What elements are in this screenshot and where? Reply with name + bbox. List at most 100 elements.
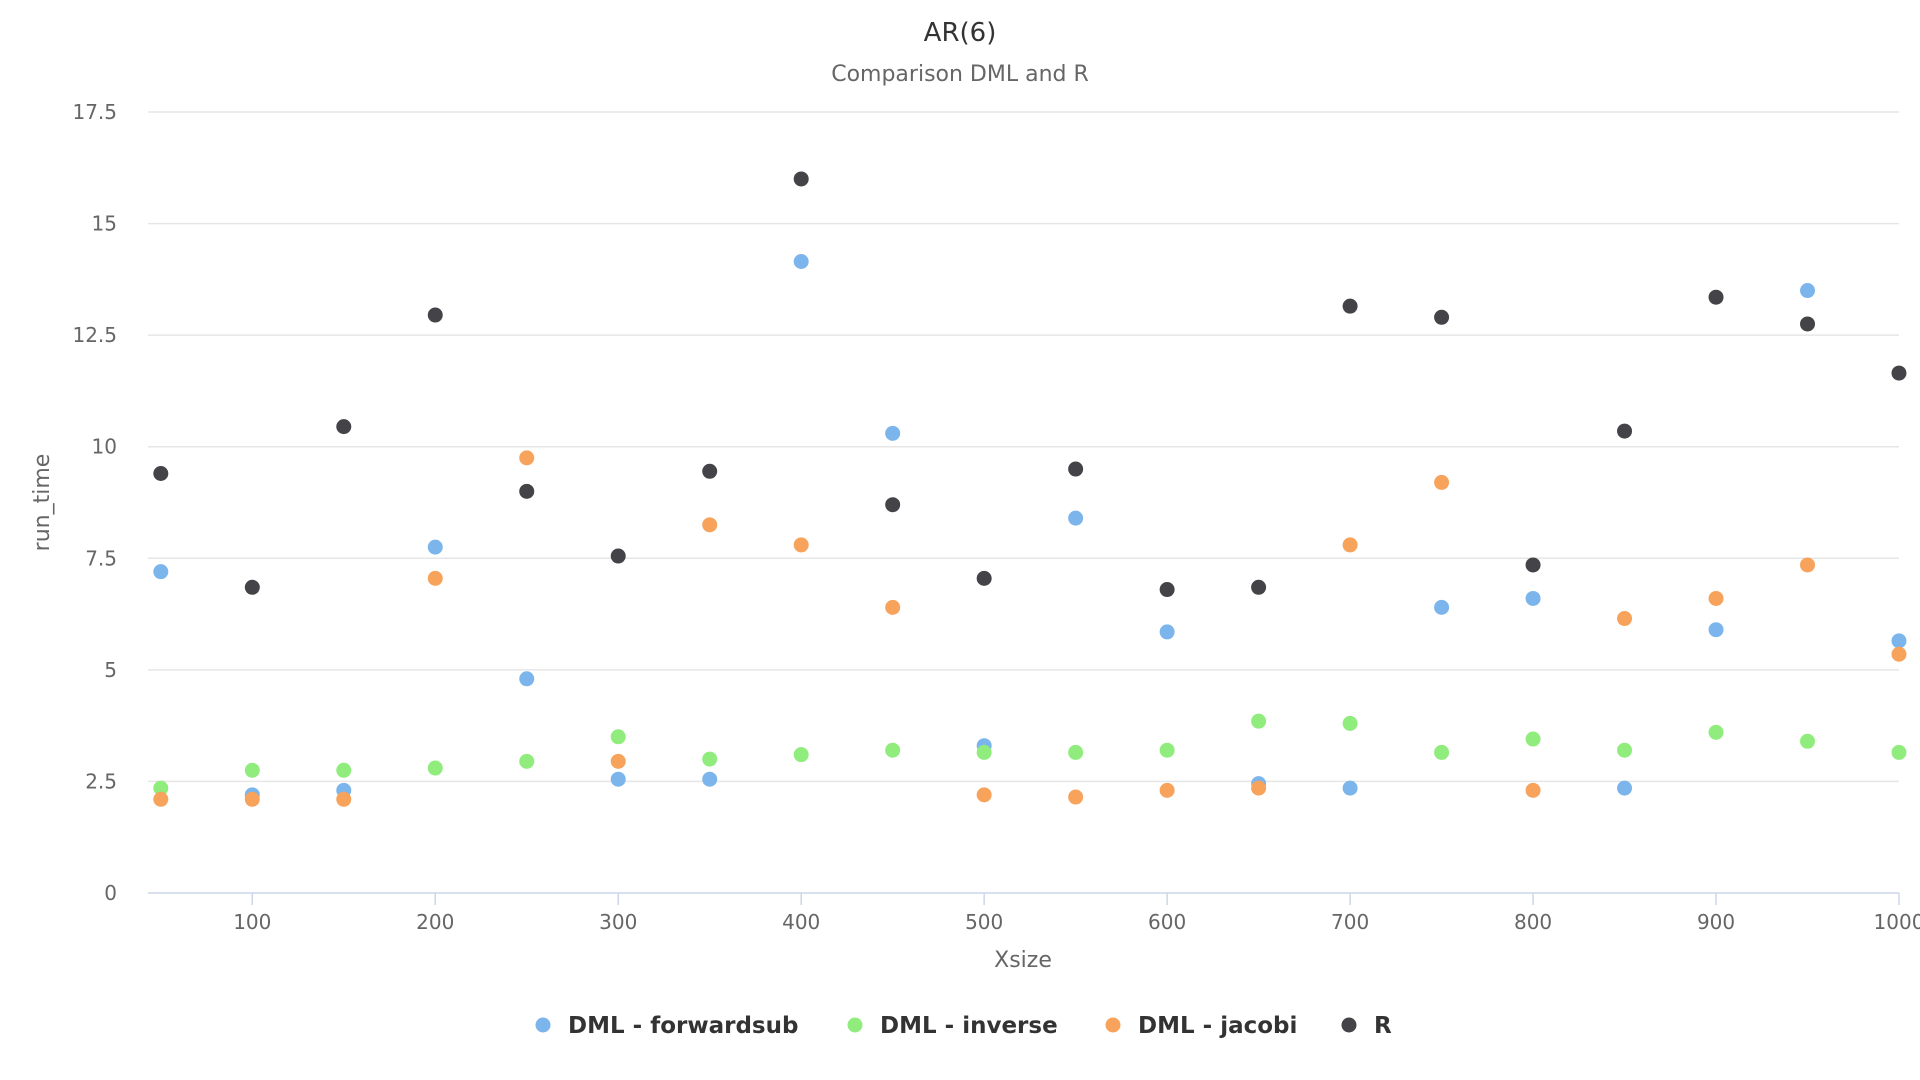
data-point[interactable]	[1251, 579, 1267, 595]
data-point[interactable]	[1525, 590, 1541, 606]
data-point[interactable]	[153, 791, 169, 807]
data-point[interactable]	[1800, 283, 1816, 299]
data-point[interactable]	[519, 671, 535, 687]
data-point[interactable]	[519, 450, 535, 466]
data-point[interactable]	[1251, 780, 1267, 796]
legend-item[interactable]: R	[1341, 1013, 1393, 1039]
data-point[interactable]	[1434, 599, 1450, 615]
data-point[interactable]	[885, 599, 901, 615]
data-point[interactable]	[519, 753, 535, 769]
data-point[interactable]	[1342, 780, 1358, 796]
data-point[interactable]	[1891, 365, 1907, 381]
data-point[interactable]	[885, 742, 901, 758]
data-point[interactable]	[1068, 789, 1084, 805]
data-point[interactable]	[976, 744, 992, 760]
gridlines	[148, 111, 1899, 783]
data-point[interactable]	[244, 762, 260, 778]
y-tick-label: 15	[92, 212, 117, 236]
data-point[interactable]	[1251, 713, 1267, 729]
data-point[interactable]	[1891, 633, 1907, 649]
data-point[interactable]	[885, 425, 901, 441]
x-tick-label: 600	[1148, 910, 1186, 934]
data-point[interactable]	[1068, 510, 1084, 526]
legend-marker	[1105, 1017, 1121, 1033]
data-point[interactable]	[1800, 316, 1816, 332]
y-axis-tick-labels: 0 2.5 5 7.5 10 12.5 15 17.5	[72, 100, 117, 905]
data-point[interactable]	[885, 497, 901, 513]
x-tick-label: 800	[1514, 910, 1552, 934]
data-point[interactable]	[1434, 744, 1450, 760]
x-tick-label: 500	[965, 910, 1003, 934]
data-point[interactable]	[1068, 461, 1084, 477]
data-point[interactable]	[1159, 582, 1175, 598]
data-point[interactable]	[1617, 611, 1633, 627]
legend-item[interactable]: DML - inverse	[847, 1013, 1058, 1039]
data-point[interactable]	[1708, 590, 1724, 606]
data-point[interactable]	[976, 570, 992, 586]
data-point[interactable]	[336, 762, 352, 778]
legend-marker	[1341, 1017, 1357, 1033]
x-tick-label: 400	[782, 910, 820, 934]
legend-label: DML - jacobi	[1138, 1013, 1297, 1039]
data-point[interactable]	[1800, 557, 1816, 573]
data-point[interactable]	[336, 791, 352, 807]
data-point[interactable]	[153, 564, 169, 580]
series-1-points	[153, 713, 1907, 796]
data-point[interactable]	[244, 791, 260, 807]
data-point[interactable]	[793, 254, 809, 270]
data-point[interactable]	[976, 787, 992, 803]
data-point[interactable]	[702, 463, 718, 479]
data-point[interactable]	[427, 539, 443, 555]
x-axis: 100 200 300 400 500 600 700 800 900 1000	[148, 892, 1920, 934]
series-3-points	[153, 171, 1907, 598]
y-tick-label: 2.5	[85, 769, 117, 793]
data-point[interactable]	[1617, 423, 1633, 439]
data-point[interactable]	[1708, 289, 1724, 305]
data-point[interactable]	[244, 579, 260, 595]
data-point[interactable]	[1525, 782, 1541, 798]
data-point[interactable]	[610, 729, 626, 745]
data-point[interactable]	[336, 419, 352, 435]
data-point[interactable]	[427, 307, 443, 323]
data-point[interactable]	[1891, 744, 1907, 760]
data-point[interactable]	[1617, 742, 1633, 758]
data-point[interactable]	[1617, 780, 1633, 796]
data-point[interactable]	[153, 465, 169, 481]
x-tick-label: 200	[416, 910, 454, 934]
y-tick-label: 12.5	[72, 323, 117, 347]
data-point[interactable]	[1525, 731, 1541, 747]
legend-item[interactable]: DML - jacobi	[1105, 1013, 1298, 1039]
data-point[interactable]	[793, 537, 809, 553]
data-point[interactable]	[1342, 537, 1358, 553]
data-point[interactable]	[1159, 782, 1175, 798]
data-point[interactable]	[1342, 298, 1358, 314]
data-point[interactable]	[793, 747, 809, 763]
y-tick-label: 0	[104, 881, 117, 905]
data-point[interactable]	[793, 171, 809, 187]
data-point[interactable]	[427, 570, 443, 586]
data-point[interactable]	[610, 771, 626, 787]
data-point[interactable]	[610, 753, 626, 769]
data-point[interactable]	[1068, 744, 1084, 760]
data-point[interactable]	[1800, 733, 1816, 749]
x-tick-label: 1000	[1874, 910, 1920, 934]
data-point[interactable]	[610, 548, 626, 564]
data-point[interactable]	[519, 483, 535, 499]
data-point[interactable]	[1708, 622, 1724, 638]
data-point[interactable]	[427, 760, 443, 776]
legend-item[interactable]: DML - forwardsub	[535, 1013, 799, 1039]
data-point[interactable]	[1434, 309, 1450, 325]
data-point[interactable]	[1525, 557, 1541, 573]
data-point[interactable]	[702, 751, 718, 767]
data-point[interactable]	[1434, 474, 1450, 490]
legend-label: DML - forwardsub	[568, 1013, 798, 1039]
data-point[interactable]	[1159, 624, 1175, 640]
data-point[interactable]	[1708, 724, 1724, 740]
data-point[interactable]	[1891, 646, 1907, 662]
data-point[interactable]	[1342, 715, 1358, 731]
data-point[interactable]	[1159, 742, 1175, 758]
data-points	[153, 171, 1907, 807]
data-point[interactable]	[702, 517, 718, 533]
data-point[interactable]	[153, 780, 169, 796]
data-point[interactable]	[702, 771, 718, 787]
